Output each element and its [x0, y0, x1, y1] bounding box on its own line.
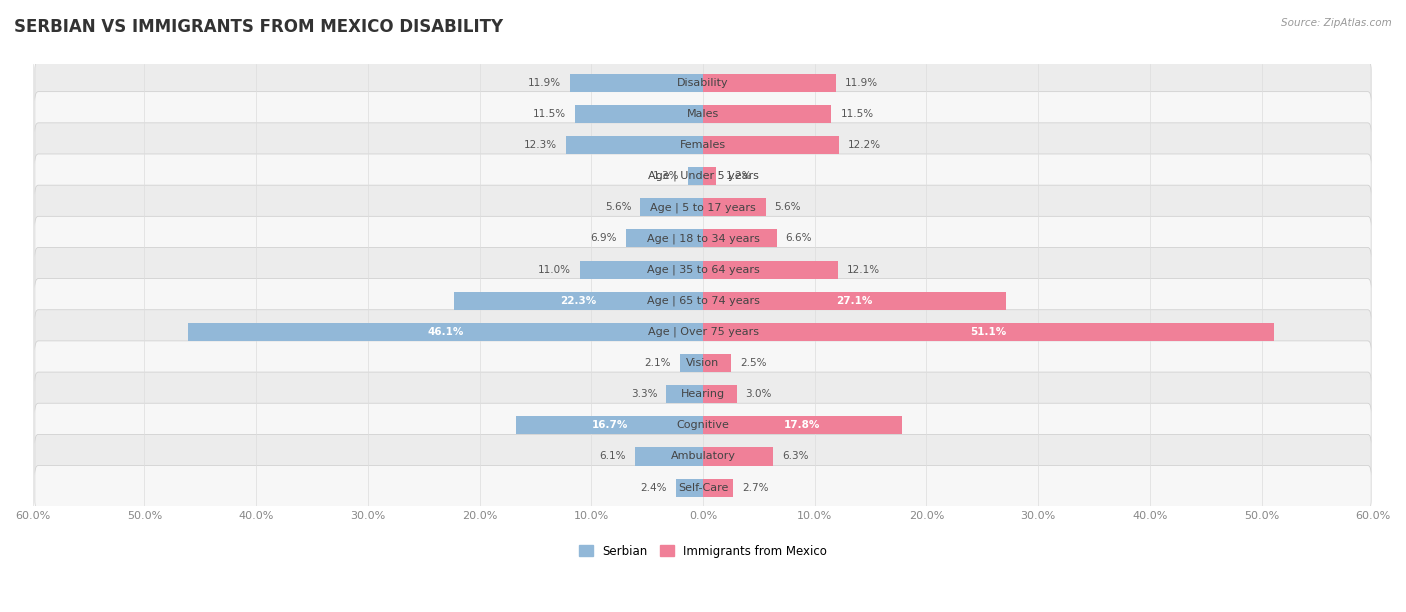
Text: 51.1%: 51.1%: [970, 327, 1007, 337]
Bar: [703, 73, 837, 92]
Text: Age | 35 to 64 years: Age | 35 to 64 years: [647, 264, 759, 275]
Text: Source: ZipAtlas.com: Source: ZipAtlas.com: [1281, 18, 1392, 28]
Bar: [679, 354, 703, 372]
FancyBboxPatch shape: [35, 310, 1371, 354]
Bar: [565, 136, 703, 154]
Bar: [703, 167, 717, 185]
Text: 46.1%: 46.1%: [427, 327, 464, 337]
FancyBboxPatch shape: [35, 61, 1371, 105]
Bar: [581, 261, 703, 278]
Text: 11.9%: 11.9%: [845, 78, 877, 88]
Text: Age | Under 5 years: Age | Under 5 years: [648, 171, 758, 181]
Bar: [689, 167, 703, 185]
FancyBboxPatch shape: [35, 435, 1371, 479]
Text: 2.4%: 2.4%: [641, 483, 668, 493]
Bar: [703, 447, 773, 466]
FancyBboxPatch shape: [35, 185, 1371, 230]
Bar: [703, 261, 838, 278]
Text: 6.9%: 6.9%: [591, 233, 617, 244]
Text: 2.7%: 2.7%: [742, 483, 769, 493]
Text: 22.3%: 22.3%: [561, 296, 596, 306]
Bar: [626, 230, 703, 247]
Text: 3.3%: 3.3%: [631, 389, 657, 399]
FancyBboxPatch shape: [35, 372, 1371, 416]
Bar: [703, 230, 776, 247]
Bar: [703, 198, 766, 216]
FancyBboxPatch shape: [35, 247, 1371, 292]
FancyBboxPatch shape: [35, 123, 1371, 167]
Text: 11.0%: 11.0%: [538, 264, 571, 275]
Bar: [703, 479, 733, 497]
Bar: [188, 323, 703, 341]
Text: Males: Males: [688, 109, 718, 119]
Text: Disability: Disability: [678, 78, 728, 88]
Text: 12.3%: 12.3%: [523, 140, 557, 150]
Text: Vision: Vision: [686, 358, 720, 368]
Text: SERBIAN VS IMMIGRANTS FROM MEXICO DISABILITY: SERBIAN VS IMMIGRANTS FROM MEXICO DISABI…: [14, 18, 503, 36]
Text: Cognitive: Cognitive: [676, 420, 730, 430]
Text: 6.1%: 6.1%: [599, 452, 626, 461]
Text: 27.1%: 27.1%: [837, 296, 873, 306]
Text: 2.1%: 2.1%: [644, 358, 671, 368]
Text: 12.1%: 12.1%: [848, 264, 880, 275]
Text: 6.3%: 6.3%: [782, 452, 808, 461]
Text: Females: Females: [681, 140, 725, 150]
Text: 12.2%: 12.2%: [848, 140, 882, 150]
Text: 17.8%: 17.8%: [785, 420, 821, 430]
Bar: [516, 416, 703, 435]
Bar: [636, 447, 703, 466]
Bar: [676, 479, 703, 497]
Text: 2.5%: 2.5%: [740, 358, 766, 368]
Text: 1.2%: 1.2%: [725, 171, 752, 181]
Text: Ambulatory: Ambulatory: [671, 452, 735, 461]
Text: Hearing: Hearing: [681, 389, 725, 399]
Text: 3.0%: 3.0%: [745, 389, 772, 399]
Bar: [703, 105, 831, 123]
Legend: Serbian, Immigrants from Mexico: Serbian, Immigrants from Mexico: [574, 540, 832, 562]
Bar: [666, 385, 703, 403]
Bar: [569, 73, 703, 92]
Bar: [703, 416, 901, 435]
FancyBboxPatch shape: [35, 92, 1371, 136]
Bar: [703, 385, 737, 403]
Bar: [703, 354, 731, 372]
Text: 6.6%: 6.6%: [786, 233, 813, 244]
Text: 11.5%: 11.5%: [841, 109, 873, 119]
Text: Age | Over 75 years: Age | Over 75 years: [648, 327, 758, 337]
Text: Self-Care: Self-Care: [678, 483, 728, 493]
Bar: [703, 136, 839, 154]
Text: 1.3%: 1.3%: [652, 171, 679, 181]
FancyBboxPatch shape: [35, 466, 1371, 510]
FancyBboxPatch shape: [35, 216, 1371, 261]
Bar: [454, 292, 703, 310]
Bar: [703, 323, 1274, 341]
Text: 11.9%: 11.9%: [529, 78, 561, 88]
FancyBboxPatch shape: [35, 154, 1371, 198]
Text: Age | 18 to 34 years: Age | 18 to 34 years: [647, 233, 759, 244]
Text: Age | 5 to 17 years: Age | 5 to 17 years: [650, 202, 756, 212]
Bar: [703, 292, 1005, 310]
Text: Age | 65 to 74 years: Age | 65 to 74 years: [647, 296, 759, 306]
FancyBboxPatch shape: [35, 278, 1371, 323]
Bar: [640, 198, 703, 216]
Text: 5.6%: 5.6%: [775, 202, 801, 212]
Text: 11.5%: 11.5%: [533, 109, 565, 119]
Text: 5.6%: 5.6%: [605, 202, 631, 212]
Text: 16.7%: 16.7%: [592, 420, 628, 430]
FancyBboxPatch shape: [35, 403, 1371, 447]
Bar: [575, 105, 703, 123]
FancyBboxPatch shape: [35, 341, 1371, 385]
